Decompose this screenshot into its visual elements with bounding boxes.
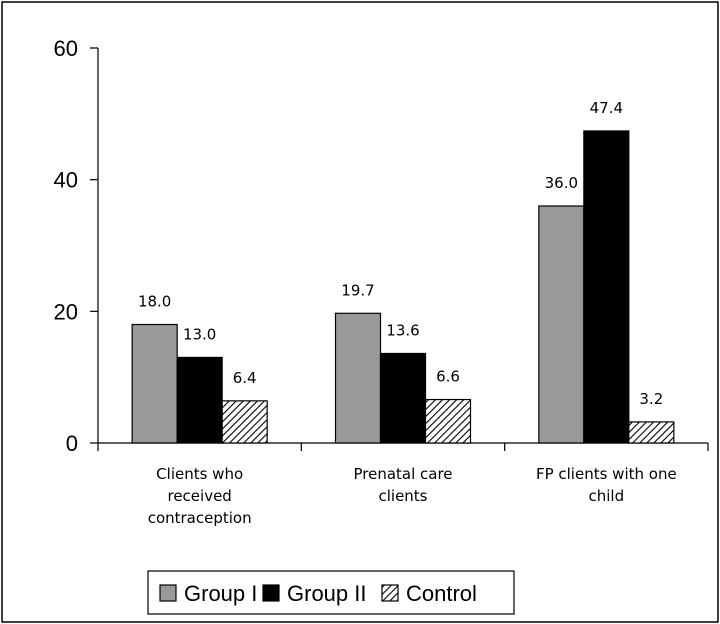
- legend: Group I Group II Control: [147, 570, 515, 615]
- legend-label-group-i: Group I: [184, 581, 257, 606]
- y-tick-label: 60: [54, 36, 78, 61]
- bar-group-i: [131, 323, 178, 444]
- data-label: 47.4: [590, 99, 623, 117]
- data-label: 13.6: [386, 321, 419, 339]
- y-tick-label: 40: [54, 168, 78, 193]
- legend-label-group-ii: Group II: [287, 581, 366, 606]
- legend-swatch-control: [381, 584, 399, 602]
- bar-group-ii: [379, 352, 427, 444]
- bar-group-ii: [583, 130, 630, 444]
- bar-group-ii: [176, 356, 223, 444]
- plot-area: 0 20 40 60 18.0 13.0 6.4 Clients who received con…: [54, 36, 709, 527]
- category-label: Clients who received contraception: [148, 465, 252, 527]
- category-label: Prenatal care clients: [353, 465, 452, 505]
- bar-control: [628, 421, 675, 444]
- data-label: 13.0: [183, 325, 216, 343]
- bar-control: [424, 398, 472, 444]
- data-label: 6.4: [233, 369, 257, 387]
- data-label: 19.7: [341, 281, 374, 299]
- bar-group-i: [538, 205, 585, 444]
- legend-swatch-group-ii: [262, 584, 280, 602]
- category-label: FP clients with one child: [536, 465, 677, 505]
- legend-box: [147, 570, 515, 615]
- data-label: 3.2: [639, 390, 663, 408]
- legend-label-control: Control: [406, 581, 477, 606]
- data-label: 18.0: [138, 293, 171, 311]
- bar-group-i: [334, 312, 382, 444]
- legend-swatch-group-i: [159, 584, 177, 602]
- data-label: 6.6: [436, 368, 460, 386]
- bar-control: [221, 400, 268, 444]
- y-tick-label: 0: [66, 431, 78, 456]
- y-tick-label: 20: [54, 299, 78, 324]
- data-label: 36.0: [545, 174, 578, 192]
